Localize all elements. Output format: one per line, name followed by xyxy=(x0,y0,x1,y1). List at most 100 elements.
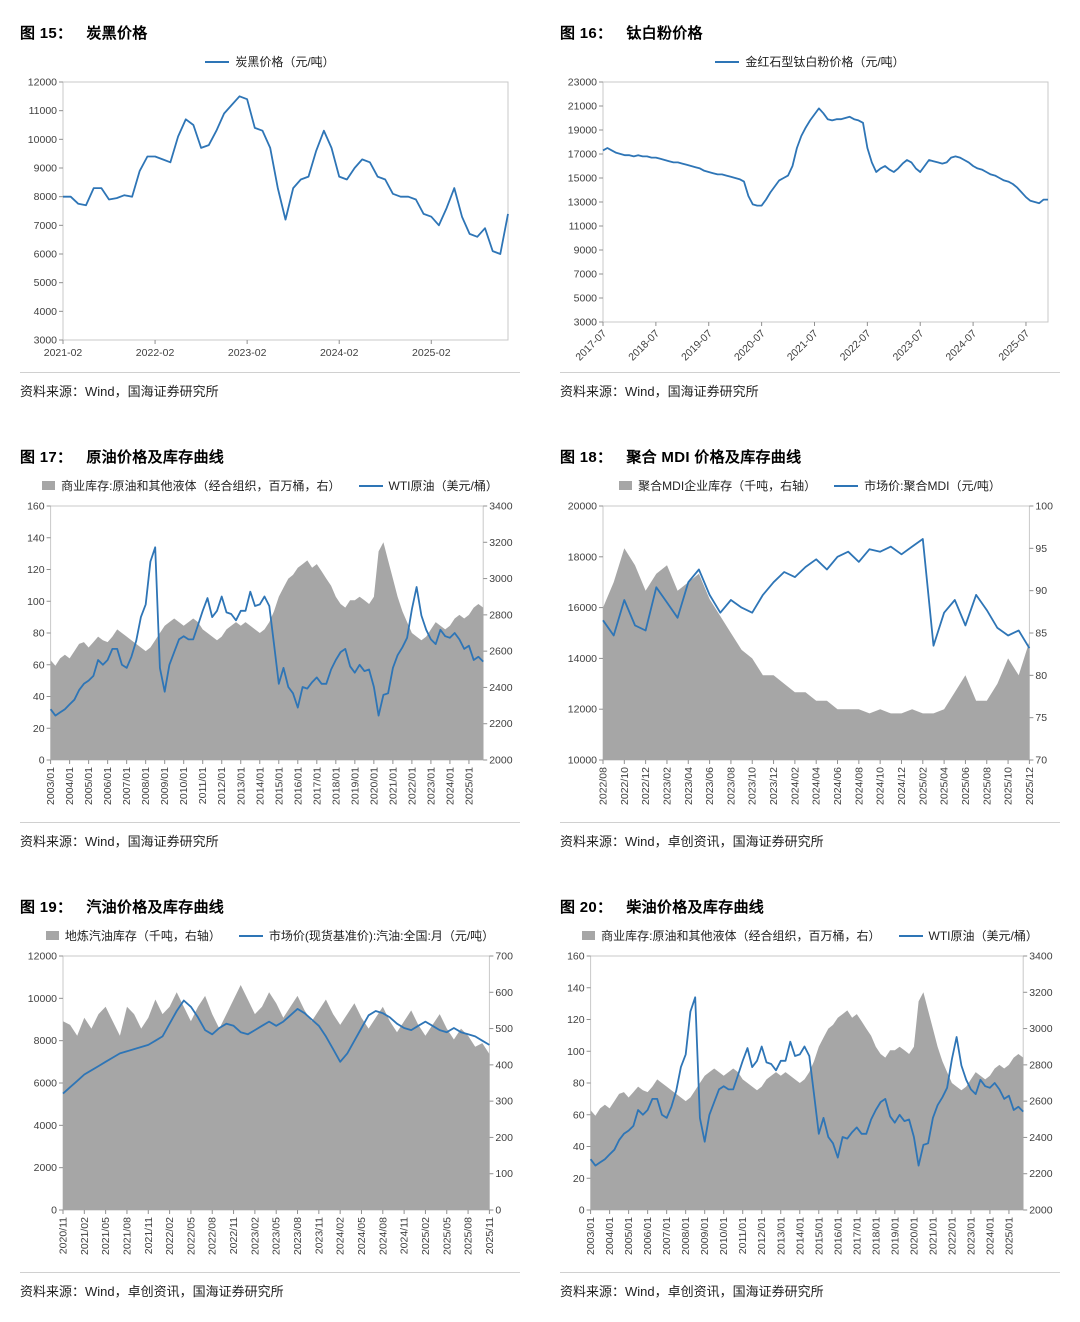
axis-tick-label: 2004/01 xyxy=(604,1217,616,1255)
axis-tick-label: 120 xyxy=(27,564,45,576)
axis-tick-label: 20 xyxy=(573,1173,585,1185)
axis-tick-label: 2022/01 xyxy=(406,767,418,805)
line-series xyxy=(62,999,490,1095)
axis-tick-label: 2024/12 xyxy=(896,767,908,805)
axis-tick-label: 2025/01 xyxy=(463,767,475,805)
legend-label: 商业库存:原油和其他液体（经合组织，百万桶，右） xyxy=(61,479,341,493)
axis-tick-label: 4000 xyxy=(34,306,58,318)
axis-tick-label: 2005/01 xyxy=(623,1217,635,1255)
chart-legend: 聚合MDI企业库存（千吨，右轴） 市场价:聚合MDI（元/吨） xyxy=(560,477,1060,494)
axis-tick-label: 12000 xyxy=(28,77,57,89)
area-series xyxy=(603,548,1030,760)
axis-tick-label: 2023/02 xyxy=(249,1217,261,1255)
axis-tick-label: 2019/01 xyxy=(889,1217,901,1255)
figure-title: 图 17： 原油价格及库存曲线 xyxy=(20,446,520,467)
figure-name: 柴油价格及库存曲线 xyxy=(626,899,765,916)
axis-tick-label: 2023/08 xyxy=(292,1217,304,1255)
axis-tick-label: 2020/01 xyxy=(908,1217,920,1255)
axis-tick-label: 3000 xyxy=(574,317,598,329)
axis-tick-label: 2016/01 xyxy=(832,1217,844,1255)
carbon-black-price-chart: 3000 4000 5000 6000 7000 8000 9000 10000 11000 12… xyxy=(20,72,520,364)
figure-number: 图 15： xyxy=(20,25,73,42)
chart-legend: 地炼汽油库存（千吨，右轴） 市场价(现货基准价):汽油:全国:月（元/吨） xyxy=(20,927,520,944)
axis-tick-label: 2024/02 xyxy=(789,767,801,805)
line-swatch-icon xyxy=(898,934,923,937)
axis-tick-label: 2021/01 xyxy=(927,1217,939,1255)
axis-tick-label: 2009/01 xyxy=(159,767,171,805)
axis-tick-label: 2006/01 xyxy=(642,1217,654,1255)
axis-tick-label: 2017/01 xyxy=(311,767,323,805)
axis-tick-label: 2021/02 xyxy=(79,1217,91,1255)
axis-tick-label: 12000 xyxy=(28,951,57,963)
line-series xyxy=(602,107,1048,207)
axis-tick-label: 2014/01 xyxy=(794,1217,806,1255)
axis-tick-label: 3000 xyxy=(1029,1023,1053,1035)
axis-tick-label: 100 xyxy=(567,1046,585,1058)
axis-tick-label: 2007/01 xyxy=(661,1217,673,1255)
axis-tick-label: 2012/01 xyxy=(216,767,228,805)
figure-title: 图 20： 柴油价格及库存曲线 xyxy=(560,896,1060,917)
axis-tick-label: 2016/01 xyxy=(292,767,304,805)
axis-tick-label: 2013/01 xyxy=(235,767,247,805)
axis-tick-label: 2021/08 xyxy=(121,1217,133,1255)
figure-title: 图 16： 钛白粉价格 xyxy=(560,22,1060,43)
chart-legend: 商业库存:原油和其他液体（经合组织，百万桶，右） WTI原油（美元/桶） xyxy=(560,927,1060,944)
area-swatch-icon xyxy=(619,481,633,490)
axis-tick-label: 2023/01 xyxy=(425,767,437,805)
axis-tick-label: 9000 xyxy=(574,245,598,257)
axis-tick-label: 2025/02 xyxy=(917,767,929,805)
axis-tick-label: 2011/01 xyxy=(197,767,209,804)
axis-tick-label: 600 xyxy=(495,987,513,999)
axis-tick-label: 2024-07 xyxy=(943,328,979,364)
gasoline-price-inventory-chart: 0 2000 4000 6000 8000 10000 12000 0 100 200 300 400… xyxy=(20,946,520,1264)
axis-tick-label: 2800 xyxy=(489,609,513,621)
axis-tick-label: 2018/01 xyxy=(870,1217,882,1255)
legend-item: WTI原油（美元/桶） xyxy=(898,927,1038,944)
axis-tick-label: 6000 xyxy=(34,249,58,261)
axis-tick-label: 2200 xyxy=(1029,1168,1053,1180)
axis-tick-label: 2014/01 xyxy=(254,767,266,805)
axis-tick-label: 12000 xyxy=(568,704,597,716)
axis-tick-label: 2024/01 xyxy=(444,767,456,805)
figure-number: 图 20： xyxy=(560,899,613,916)
axis-tick-label: 2021/05 xyxy=(100,1217,112,1255)
axis-tick-label: 2025/05 xyxy=(441,1217,453,1255)
axis-tick-label: 80 xyxy=(1035,670,1047,682)
axis-tick-label: 100 xyxy=(495,1168,513,1180)
axis-tick-label: 0 xyxy=(495,1205,501,1217)
axis-tick-label: 3200 xyxy=(489,537,513,549)
axis-tick-label: 2021/11 xyxy=(143,1217,155,1254)
figure-block-20: 图 20： 柴油价格及库存曲线 商业库存:原油和其他液体（经合组织，百万桶，右） W… xyxy=(560,896,1060,1300)
axis-tick-label: 2023/04 xyxy=(683,767,695,805)
figures-grid: 图 15： 炭黑价格 炭黑价格（元/吨） 3000 4000 5000 6000 7000… xyxy=(20,22,1060,1300)
legend-item: 市场价(现货基准价):汽油:全国:月（元/吨） xyxy=(238,927,494,944)
axis-tick-label: 2023-02 xyxy=(228,347,267,359)
axis-tick-label: 2600 xyxy=(489,646,513,658)
axis-tick-label: 5000 xyxy=(34,277,58,289)
axis-tick-label: 20 xyxy=(33,723,45,735)
axis-tick-label: 160 xyxy=(567,951,585,963)
axis-tick-label: 2012/01 xyxy=(756,1217,768,1255)
axis-tick-label: 2025/04 xyxy=(939,767,951,805)
axis-tick-label: 2008/01 xyxy=(140,767,152,805)
area-series xyxy=(63,985,490,1210)
axis-tick-label: 40 xyxy=(33,691,45,703)
axis-tick-label: 3000 xyxy=(34,335,58,347)
axis-tick-label: 2023-07 xyxy=(891,328,927,364)
axis-tick-label: 400 xyxy=(495,1059,513,1071)
legend-label: 商业库存:原油和其他液体（经合组织，百万桶，右） xyxy=(601,929,881,943)
axis-tick-label: 2024/05 xyxy=(356,1217,368,1255)
axis-tick-label: 500 xyxy=(495,1023,513,1035)
area-series xyxy=(50,542,484,760)
chart-legend: 炭黑价格（元/吨） xyxy=(20,53,520,70)
figure-name: 聚合 MDI 价格及库存曲线 xyxy=(626,449,802,466)
axis-tick-label: 70 xyxy=(1035,755,1047,767)
axis-tick-label: 2004/01 xyxy=(64,767,76,805)
axis-tick-label: 11000 xyxy=(569,221,598,233)
figure-number: 图 19： xyxy=(20,899,73,916)
axis-tick-label: 2400 xyxy=(1029,1132,1053,1144)
legend-item: 商业库存:原油和其他液体（经合组织，百万桶，右） xyxy=(42,477,341,494)
figure-number: 图 17： xyxy=(20,449,73,466)
axis-tick-label: 3200 xyxy=(1029,987,1053,999)
axis-tick-label: 2025/06 xyxy=(960,767,972,805)
